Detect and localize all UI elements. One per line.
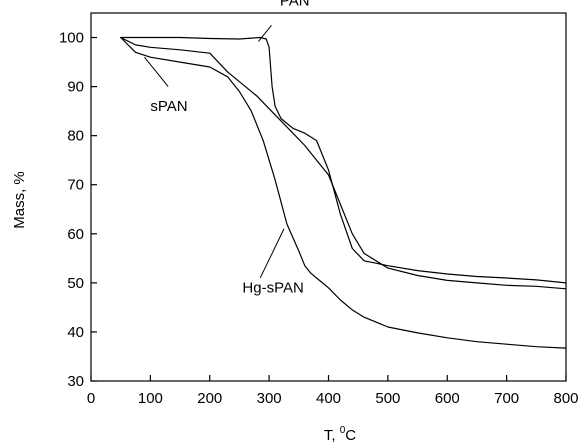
x-tick-label: 400 [316,390,341,407]
leader-line-hg-span [259,228,285,279]
y-tick-label: 80 [67,128,84,145]
y-tick-label: 70 [67,177,84,194]
x-axis-title-unit: C [345,427,356,444]
x-axis-title-text: T, [324,427,340,444]
x-tick-label: 200 [197,390,222,407]
series-line-hg-span [120,36,567,349]
series-label-pan: PAN [280,0,310,10]
y-tick-label: 90 [67,79,84,96]
series-label-hg-span: Hg-sPAN [242,280,303,297]
x-tick-label: 700 [494,390,519,407]
x-tick-label: 800 [553,390,578,407]
x-tick-label: 300 [257,390,282,407]
y-tick-label: 100 [59,30,84,47]
y-tick-label: 50 [67,275,84,292]
series-line-span [120,36,567,290]
leader-line-pan [258,24,272,42]
x-axis-title: T, 0C [324,425,356,444]
x-tick-label: 0 [87,390,95,407]
x-tick-label: 100 [138,390,163,407]
x-tick-label: 500 [375,390,400,407]
series-label-span: sPAN [150,98,187,115]
y-axis-title: Mass, % [11,171,28,229]
y-tick-label: 40 [67,324,84,341]
plot-frame [90,12,567,382]
x-axis-title-sup: 0 [340,425,346,436]
x-tick-label: 600 [435,390,460,407]
leader-line-span [144,56,169,87]
series-line-pan [120,36,567,284]
y-tick-label: 60 [67,226,84,243]
y-tick-label: 30 [67,373,84,390]
